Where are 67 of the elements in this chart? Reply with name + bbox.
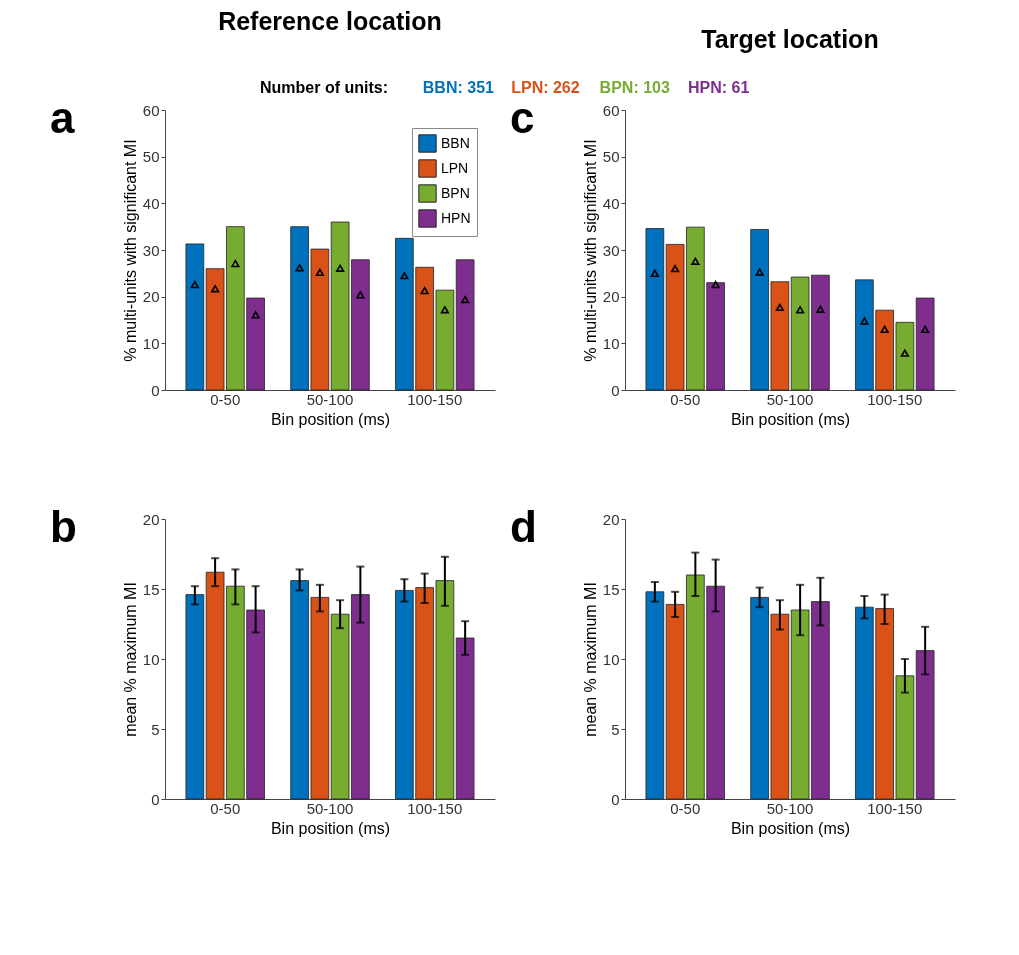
bar bbox=[645, 591, 665, 800]
y-tick-label: 20 bbox=[142, 510, 160, 528]
y-tick-label: 20 bbox=[142, 288, 160, 306]
x-tick-label: 0-50 bbox=[210, 390, 241, 408]
text: BBN: 351 bbox=[422, 79, 495, 96]
y-tick-label: 30 bbox=[142, 241, 160, 259]
legend-label: LPN bbox=[441, 159, 469, 176]
bar bbox=[915, 650, 935, 800]
x-tick-label: 0-50 bbox=[670, 799, 701, 817]
x-tick-label: 0-50 bbox=[210, 799, 241, 817]
text: b bbox=[50, 502, 77, 551]
x-tick-label: 50-100 bbox=[766, 390, 814, 408]
y-tick-label: 0 bbox=[611, 790, 620, 808]
y-tick-label: 15 bbox=[142, 580, 160, 598]
x-tick-label: 50-100 bbox=[306, 799, 354, 817]
bar bbox=[455, 637, 475, 800]
bar bbox=[645, 228, 665, 391]
x-tick-label: 100-150 bbox=[867, 799, 923, 817]
y-tick-label: 15 bbox=[602, 580, 620, 598]
text: d bbox=[510, 502, 537, 551]
x-axis-title: Bin position (ms) bbox=[730, 819, 851, 837]
text: Number of units: bbox=[260, 79, 388, 96]
y-axis-title: mean % maximum MI bbox=[121, 582, 139, 737]
y-tick-label: 5 bbox=[151, 720, 160, 738]
y-tick-label: 40 bbox=[142, 194, 160, 212]
y-tick-label: 0 bbox=[151, 381, 160, 399]
y-tick-label: 40 bbox=[602, 194, 620, 212]
y-tick-label: 5 bbox=[611, 720, 620, 738]
chart-title: Reference location bbox=[218, 7, 442, 35]
bar bbox=[185, 243, 205, 391]
x-tick-label: 100-150 bbox=[407, 799, 463, 817]
y-axis-title: mean % maximum MI bbox=[581, 582, 599, 737]
bar bbox=[185, 594, 205, 800]
y-tick-label: 20 bbox=[602, 288, 620, 306]
legend-label: BBN bbox=[441, 134, 470, 151]
text: LPN: 262 bbox=[511, 79, 580, 96]
x-tick-label: 50-100 bbox=[766, 799, 814, 817]
y-axis-title: % multi-units with significant MI bbox=[121, 139, 139, 362]
bar bbox=[915, 297, 935, 391]
text: c bbox=[510, 93, 535, 142]
y-tick-label: 0 bbox=[611, 381, 620, 399]
y-tick-label: 10 bbox=[142, 650, 160, 668]
y-tick-label: 50 bbox=[142, 148, 160, 166]
y-tick-label: 50 bbox=[602, 148, 620, 166]
x-axis-title: Bin position (ms) bbox=[270, 410, 391, 428]
y-tick-label: 60 bbox=[142, 101, 160, 119]
x-axis-title: Bin position (ms) bbox=[730, 410, 851, 428]
y-tick-label: 0 bbox=[151, 790, 160, 808]
text: a bbox=[50, 93, 75, 142]
legend-label: BPN bbox=[441, 184, 470, 201]
y-tick-label: 30 bbox=[602, 241, 620, 259]
y-tick-label: 10 bbox=[602, 334, 620, 352]
x-tick-label: 50-100 bbox=[306, 390, 354, 408]
x-tick-label: 100-150 bbox=[407, 390, 463, 408]
x-tick-label: 0-50 bbox=[670, 390, 701, 408]
text: BPN: 103 bbox=[599, 79, 670, 96]
y-tick-label: 10 bbox=[142, 334, 160, 352]
x-tick-label: 100-150 bbox=[867, 390, 923, 408]
x-axis-title: Bin position (ms) bbox=[270, 819, 391, 837]
y-tick-label: 20 bbox=[602, 510, 620, 528]
legend-label: HPN bbox=[441, 209, 471, 226]
text: HPN: 61 bbox=[688, 79, 750, 96]
bar bbox=[455, 259, 475, 391]
y-tick-label: 60 bbox=[602, 101, 620, 119]
y-tick-label: 10 bbox=[602, 650, 620, 668]
chart-title: Target location bbox=[701, 25, 879, 53]
y-axis-title: % multi-units with significant MI bbox=[581, 139, 599, 362]
